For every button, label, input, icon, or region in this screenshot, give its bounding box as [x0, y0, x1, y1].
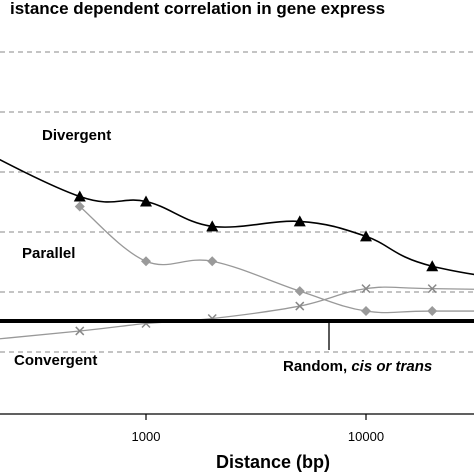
marker-parallel-2: [207, 256, 218, 267]
marker-parallel-1: [141, 256, 151, 267]
marker-convergent-0: [75, 326, 85, 336]
marker-divergent-5: [426, 260, 439, 272]
marker-parallel-0: [74, 201, 85, 212]
chart-title: istance dependent correlation in gene ex…: [10, 0, 385, 18]
marker-convergent-5-b: [427, 284, 437, 294]
series-label-divergent: Divergent: [42, 127, 111, 144]
marker-parallel-5: [427, 306, 438, 317]
series-label-parallel: Parallel: [22, 245, 75, 262]
x-axis-ticks: 1000 10000: [132, 414, 384, 444]
x-tick-label-1: 10000: [348, 429, 384, 444]
marker-convergent-3-b: [295, 301, 305, 311]
marker-divergent-0: [73, 190, 86, 202]
marker-divergent-2: [206, 220, 219, 232]
x-tick-label-0: 1000: [132, 429, 161, 444]
random-label-text: Random,: [283, 358, 351, 375]
marker-divergent-3: [293, 215, 306, 227]
x-axis-label: Distance (bp): [216, 452, 330, 472]
random-label-italic: cis or trans: [351, 358, 432, 375]
marker-convergent-4-b: [361, 284, 371, 294]
marker-convergent-3: [295, 301, 305, 311]
series-label-convergent: Convergent: [14, 352, 97, 369]
gridlines: [0, 51, 474, 353]
marker-convergent-4: [361, 284, 371, 294]
marker-parallel-3: [294, 286, 305, 297]
series-label-random: Random, cis or trans: [283, 358, 432, 375]
marker-divergent-1: [140, 195, 152, 207]
marker-convergent-5: [427, 284, 437, 294]
marker-parallel-4: [361, 306, 371, 317]
marker-convergent-0-b: [75, 326, 85, 336]
series-line-convergent: [0, 286, 474, 340]
series-lines: [0, 158, 474, 340]
marker-divergent-4: [360, 230, 372, 242]
